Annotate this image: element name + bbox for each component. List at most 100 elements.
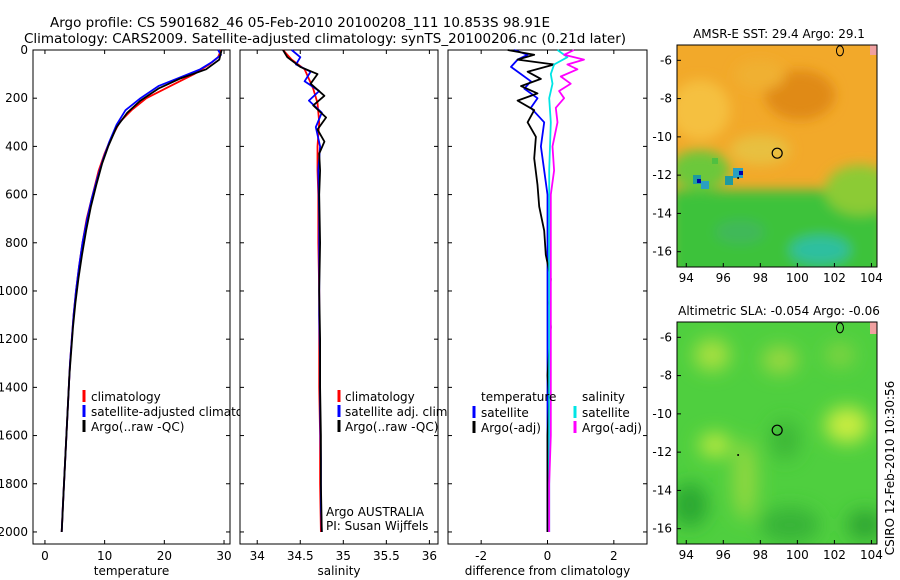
annotation-text: PI: Susan Wijffels: [326, 519, 428, 533]
x-tick-label: 96: [716, 271, 731, 285]
y-tick-label: -16: [652, 522, 672, 536]
map-blob: [694, 339, 730, 371]
map-blobs: [677, 339, 877, 543]
x-tick-label: 34.5: [287, 549, 314, 563]
credit-label: CSIRO 12-Feb-2010 10:30:56: [883, 381, 897, 556]
x-tick-label: 98: [753, 271, 768, 285]
y-tick-label: 1000: [0, 284, 28, 298]
map-blob: [699, 433, 731, 457]
map-blob: [825, 343, 855, 367]
y-tick-label: -6: [660, 330, 672, 344]
map-blob: [733, 440, 757, 520]
x-tick-label: 104: [860, 548, 883, 562]
legend-header: salinity: [582, 390, 625, 404]
map-pixel: [733, 168, 743, 178]
y-tick-label: 200: [5, 91, 28, 105]
y-tick-label: -8: [660, 92, 672, 106]
map-blob: [735, 60, 785, 90]
map-blob: [847, 510, 877, 540]
y-tick-label: 400: [5, 139, 28, 153]
island-dot: [737, 454, 740, 457]
legend-entry: satellite: [481, 406, 529, 420]
series-line: [60, 49, 223, 533]
legend-entry: satellite: [582, 406, 630, 420]
legend-entry: Argo(..raw -QC): [345, 420, 438, 434]
map-blob: [677, 483, 708, 527]
x-axis-label: salinity: [317, 564, 360, 578]
map-title: AMSR-E SST: 29.4 Argo: 29.1: [693, 27, 865, 41]
y-tick-label: -8: [660, 369, 672, 383]
x-tick-label: 104: [860, 271, 883, 285]
legend-entry: climatology: [345, 390, 415, 404]
y-tick-label: 1400: [0, 380, 28, 394]
y-tick-label: -10: [652, 407, 672, 421]
map-blob: [677, 80, 730, 140]
map-blob: [790, 236, 850, 264]
map-frame: [676, 44, 878, 268]
temperature-panel: 0 10 20 30 temperature 0 200 400 600 800 1000 1200 1…: [0, 43, 269, 578]
x-tick-label: 34: [250, 549, 265, 563]
legend-entry: satellite adj. clim.: [345, 405, 451, 419]
map-pixel: [712, 158, 718, 164]
y-tick-label: 2000: [0, 525, 28, 539]
x-axis-label: difference from climatology: [465, 564, 631, 578]
series-line: [548, 49, 569, 532]
map-pixel: [725, 176, 733, 185]
x-tick-label: -2: [475, 549, 487, 563]
map-frame: [676, 321, 878, 545]
salinity-panel: 34 34.5 35 35.5 36 salinity climatologysatelli…: [239, 49, 451, 578]
map-pixel: [870, 322, 877, 334]
y-tick-label: 800: [5, 236, 28, 250]
series-line: [507, 49, 555, 532]
argo-location-marker: [771, 424, 783, 436]
series-line: [282, 49, 327, 533]
y-tick-label: -10: [652, 130, 672, 144]
x-tick-label: 2: [610, 549, 618, 563]
y-tick-label: -14: [652, 483, 672, 497]
plot-frame: [239, 49, 439, 545]
y-tick-label: -6: [660, 53, 672, 67]
x-tick-label: 36: [422, 549, 437, 563]
legend-entry: satellite-adjusted climatology: [91, 405, 269, 419]
map-field: [677, 322, 877, 544]
y-tick-label: -16: [652, 245, 672, 259]
sla-map-panel: Altimetric SLA: -0.054 Argo: -0.06 94 96 98…: [652, 304, 883, 562]
map-pixel: [870, 45, 877, 55]
figure-title-line1: Argo profile: CS 5901682_46 05-Feb-2010 …: [50, 15, 550, 31]
x-tick-label: 30: [216, 549, 231, 563]
map-pixel: [697, 179, 701, 183]
x-tick-label: 20: [157, 549, 172, 563]
legend-entry: Argo(-adj): [582, 421, 642, 435]
figure-title-line2: Climatology: CARS2009. Satellite-adjuste…: [24, 31, 626, 47]
series-line: [548, 49, 585, 532]
map-pixel: [739, 171, 743, 175]
x-axis-label: temperature: [94, 564, 169, 578]
x-tick-label: 0: [41, 549, 49, 563]
island-contour: [835, 45, 844, 57]
map-blob: [760, 507, 820, 543]
island-dot: [737, 177, 740, 180]
map-blob: [770, 420, 800, 460]
map-blob: [825, 407, 869, 443]
legend-entry: climatology: [91, 390, 161, 404]
map-field: [677, 45, 877, 267]
x-tick-label: 35: [336, 549, 351, 563]
x-tick-label: 100: [786, 271, 809, 285]
y-tick-label: -12: [652, 445, 672, 459]
x-tick-label: 94: [679, 548, 694, 562]
y-tick-label: 0: [20, 43, 28, 57]
x-tick-label: 96: [716, 548, 731, 562]
x-tick-label: 102: [823, 271, 846, 285]
island-contour: [835, 322, 844, 334]
y-tick-label: 600: [5, 188, 28, 202]
y-tick-label: 1800: [0, 477, 28, 491]
map-blob: [765, 70, 835, 120]
y-tick-label: -14: [652, 206, 672, 220]
x-tick-label: 102: [823, 548, 846, 562]
map-title: Altimetric SLA: -0.054 Argo: -0.06: [678, 304, 880, 318]
sst-map-panel: AMSR-E SST: 29.4 Argo: 29.1 94 96 98 100 102 1…: [652, 27, 883, 285]
map-pixel: [701, 181, 709, 189]
